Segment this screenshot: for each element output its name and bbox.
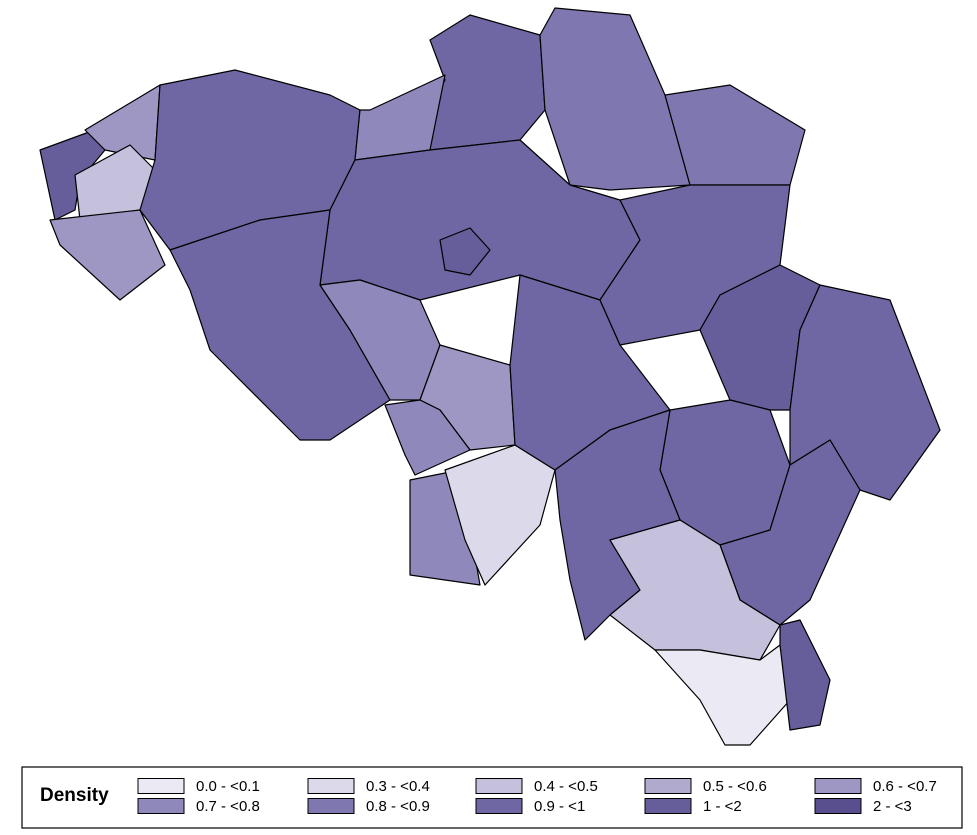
legend-label: 0.5 - <0.6 bbox=[703, 778, 767, 795]
legend-label: 0.4 - <0.5 bbox=[534, 778, 598, 795]
legend-swatch bbox=[644, 778, 692, 794]
legend-swatch bbox=[644, 798, 692, 814]
legend-label: 2 - <3 bbox=[873, 798, 912, 815]
legend-label: 0.0 - <0.1 bbox=[196, 778, 260, 795]
region bbox=[599, 184, 791, 346]
legend-label: 1 - <2 bbox=[703, 798, 742, 815]
region bbox=[654, 644, 791, 746]
legend-label: 0.8 - <0.9 bbox=[366, 798, 430, 815]
legend-label: 0.3 - <0.4 bbox=[366, 778, 430, 795]
region bbox=[439, 227, 491, 276]
legend-swatch bbox=[307, 798, 355, 814]
legend-label: 0.6 - <0.7 bbox=[873, 778, 937, 795]
legend-box bbox=[21, 766, 963, 829]
legend-swatch bbox=[475, 778, 523, 794]
legend-swatch bbox=[307, 778, 355, 794]
legend-title: Density bbox=[40, 785, 109, 806]
legend-swatch bbox=[475, 798, 523, 814]
legend-label: 0.7 - <0.8 bbox=[196, 798, 260, 815]
legend-swatch bbox=[814, 778, 862, 794]
region bbox=[664, 84, 806, 186]
legend-swatch bbox=[137, 778, 185, 794]
legend-swatch bbox=[814, 798, 862, 814]
region bbox=[779, 619, 831, 731]
legend-label: 0.9 - <1 bbox=[534, 798, 585, 815]
legend: 0.0 - <0.1 0.3 - <0.4 0.4 - <0.5 0.5 - <0.6… bbox=[137, 778, 937, 815]
legend-swatch bbox=[137, 798, 185, 814]
regions bbox=[39, 7, 941, 746]
region bbox=[49, 209, 166, 301]
region bbox=[384, 399, 471, 476]
